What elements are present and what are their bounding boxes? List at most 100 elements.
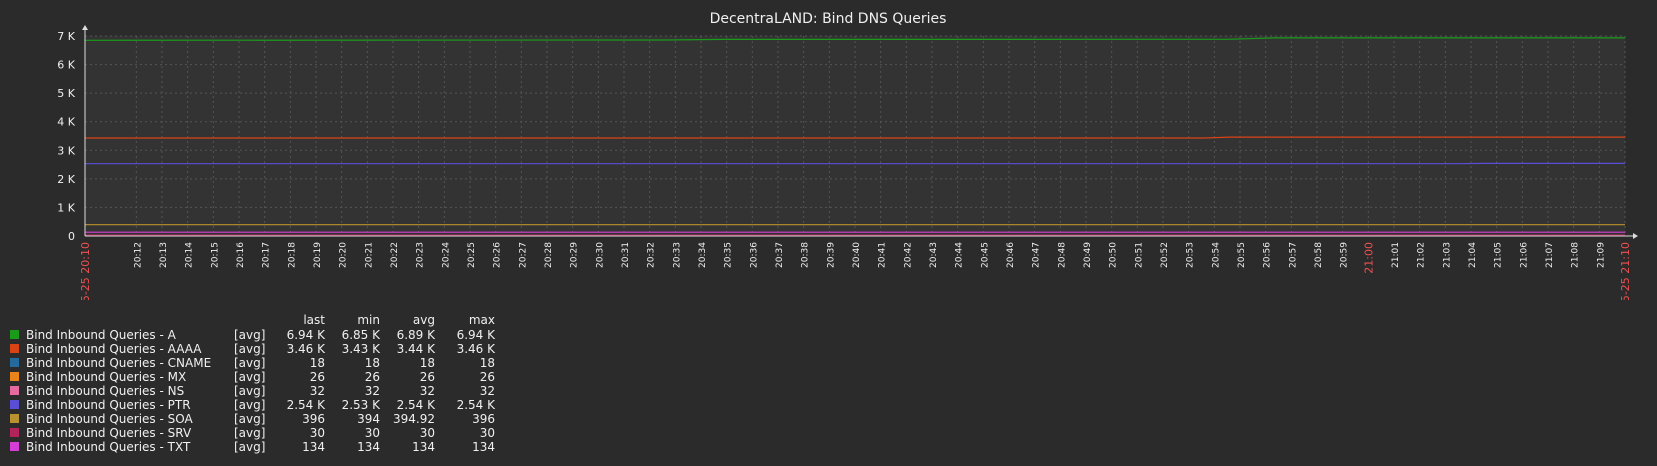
y-tick-label: 4 K [57,116,75,129]
legend-series-name: Bind Inbound Queries - NS [26,384,185,398]
legend-value-max: 6.94 K [456,328,495,342]
x-tick-label: 20:33 [672,242,682,268]
series-line-0 [84,37,1625,41]
x-tick-label: 20:39 [826,242,836,268]
x-tick-label: 20:31 [621,242,631,268]
x-tick-label: 21:00 [1362,242,1375,274]
x-tick-label: 21:03 [1442,242,1452,268]
legend-value-last: 396 [302,412,325,426]
legend-value-max: 32 [479,384,495,398]
x-tick-label: 21:06 [1519,242,1529,268]
x-tick-label: 20:13 [159,242,169,268]
legend-function: [avg] [234,384,266,398]
x-tick-label: 20:45 [980,242,990,268]
x-tick-label: 20:56 [1263,242,1273,268]
x-tick-label: 20:47 [1032,242,1042,268]
x-tick-label: 20:21 [364,242,374,268]
legend-series-name: Bind Inbound Queries - PTR [26,398,191,412]
legend-swatch [10,414,19,423]
x-tick-label: 20:50 [1109,242,1119,268]
legend-value-last: 134 [302,440,325,454]
x-tick-label: 20:48 [1057,242,1067,268]
x-tick-label: 20:57 [1288,242,1298,268]
legend-value-max: 2.54 K [456,398,495,412]
y-tick-label: 6 K [57,59,75,72]
legend-header-avg: avg [412,313,435,327]
legend-value-min: 32 [364,384,380,398]
legend-value-min: 18 [364,356,380,370]
legend-value-last: 2.54 K [286,398,325,412]
x-tick-label: 20:51 [1134,242,1144,268]
x-tick-label: 20:19 [313,242,323,268]
y-tick-label: 2 K [57,173,75,186]
legend-value-max: 396 [472,412,495,426]
x-tick-label: 20:17 [262,242,272,268]
legend-swatch [10,428,19,437]
legend-row: Bind Inbound Queries - CNAME [avg] 18 18 18 1… [10,356,510,370]
x-tick-label: 20:42 [903,242,913,268]
x-tick-label: 20:15 [210,242,220,268]
x-tick-label: 20:14 [185,242,195,268]
legend-function: [avg] [234,356,266,370]
legend-value-last: 26 [309,370,325,384]
legend-swatch [10,386,19,395]
line-chart: DecentraLAND: Bind DNS Queries 0 1 K 2 K 3 … [57,11,1638,300]
x-tick-label: 20:26 [493,242,503,268]
x-tick-label: 21:05 [1494,242,1504,268]
x-tick-label: 21:01 [1391,242,1401,268]
x-tick-label: 20:34 [698,242,708,268]
legend-row: Bind Inbound Queries - PTR [avg] 2.54 K 2.5… [10,398,510,412]
legend-row: Bind Inbound Queries - NS [avg] 32 32 32 32 [10,384,510,398]
x-tick-label: 20:41 [878,242,888,268]
legend-row: Bind Inbound Queries - SRV [avg] 30 30 30 30 [10,426,510,440]
legend-function: [avg] [234,328,266,342]
x-tick-label: 20:38 [801,242,811,268]
legend-function: [avg] [234,342,266,356]
x-tick-label: 20:59 [1340,242,1350,268]
x-tick-label: 21:08 [1571,242,1581,268]
x-axis-arrow-icon [1633,233,1638,239]
x-tick-label: 20:29 [570,242,580,268]
legend-value-avg: 26 [419,370,435,384]
legend-series-name: Bind Inbound Queries - SRV [26,426,192,440]
legend-value-avg: 30 [419,426,435,440]
y-tick-label: 0 [68,230,75,243]
legend-value-min: 6.85 K [341,328,380,342]
legend-value-min: 134 [357,440,380,454]
legend-value-max: 18 [479,356,495,370]
legend-series-name: Bind Inbound Queries - MX [26,370,187,384]
legend-value-avg: 3.44 K [396,342,435,356]
legend-series-name: Bind Inbound Queries - TXT [26,440,191,454]
legend-series-name: Bind Inbound Queries - CNAME [26,356,212,370]
legend-value-avg: 394.92 [393,412,435,426]
legend-header-last: last [303,313,325,327]
legend-value-last: 3.46 K [286,342,325,356]
legend-row: Bind Inbound Queries - AAAA [avg] 3.46 K 3.… [10,342,510,356]
legend-swatch [10,372,19,381]
x-tick-label: 20:18 [287,242,297,268]
legend-function: [avg] [234,398,266,412]
legend-function: [avg] [234,412,266,426]
legend-row: Bind Inbound Queries - A [avg] 6.94 K 6.85 … [10,328,510,342]
x-tick-label: 20:46 [1006,242,1016,268]
legend-value-last: 6.94 K [286,328,325,342]
x-end-label: 05-25 21:10 [1619,242,1632,300]
x-tick-label: 20:27 [518,242,528,268]
grid-layer [85,35,1626,237]
x-tick-label: 20:16 [236,242,246,268]
legend-value-avg: 32 [419,384,435,398]
x-tick-label: 21:07 [1545,242,1555,268]
legend-value-max: 26 [479,370,495,384]
x-tick-label: 20:22 [390,242,400,268]
legend-series-name: Bind Inbound Queries - A [26,328,176,342]
x-tick-label: 21:04 [1468,242,1478,268]
legend-row: Bind Inbound Queries - MX [avg] 26 26 26 26 [10,370,510,384]
legend-series-name: Bind Inbound Queries - SOA [26,412,193,426]
legend-value-last: 18 [309,356,325,370]
legend-value-avg: 2.54 K [396,398,435,412]
legend-value-min: 3.43 K [341,342,380,356]
y-tick-label: 5 K [57,87,75,100]
legend-value-last: 30 [309,426,325,440]
legend-swatch [10,344,19,353]
